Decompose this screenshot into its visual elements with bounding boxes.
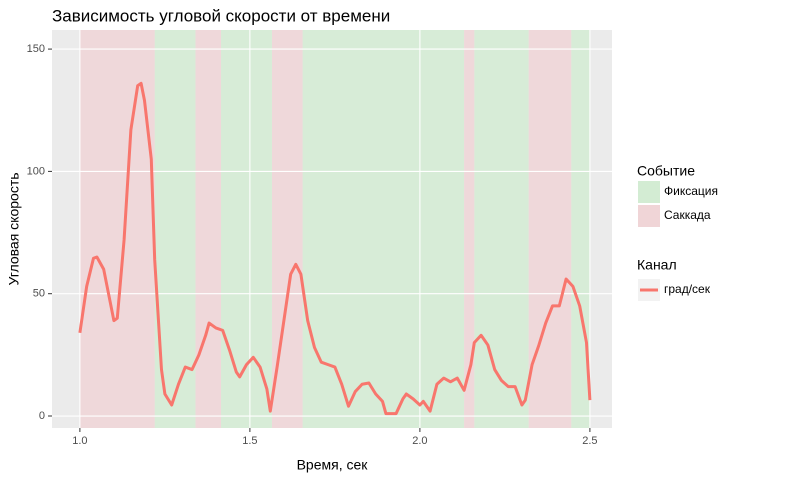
x-tick-label: 1.5	[242, 435, 257, 447]
legend-label: град/сек	[664, 282, 711, 296]
chart-title: Зависимость угловой скорости от времени	[52, 6, 390, 25]
legend-key	[638, 181, 660, 203]
legend-label: Фиксация	[664, 184, 718, 198]
event-region	[195, 30, 221, 428]
event-region	[464, 30, 475, 428]
y-tick-label: 50	[33, 288, 45, 300]
y-tick-label: 0	[39, 410, 45, 422]
y-tick-label: 150	[27, 43, 45, 55]
legend-title: Событие	[637, 163, 695, 179]
x-tick-label: 2.5	[582, 435, 597, 447]
x-tick-label: 2.0	[412, 435, 427, 447]
data-line	[78, 81, 592, 416]
y-tick-label: 100	[27, 165, 45, 177]
legend-title: Канал	[637, 257, 677, 273]
y-axis-title: Угловая скорость	[6, 172, 22, 285]
legend-key	[638, 205, 660, 227]
event-region	[302, 30, 465, 428]
x-tick-label: 1.0	[72, 435, 87, 447]
event-region	[474, 30, 529, 428]
event-region	[220, 30, 272, 428]
x-axis-title: Время, сек	[297, 457, 369, 473]
event-region	[528, 30, 572, 428]
legend-label: Саккада	[664, 208, 711, 222]
